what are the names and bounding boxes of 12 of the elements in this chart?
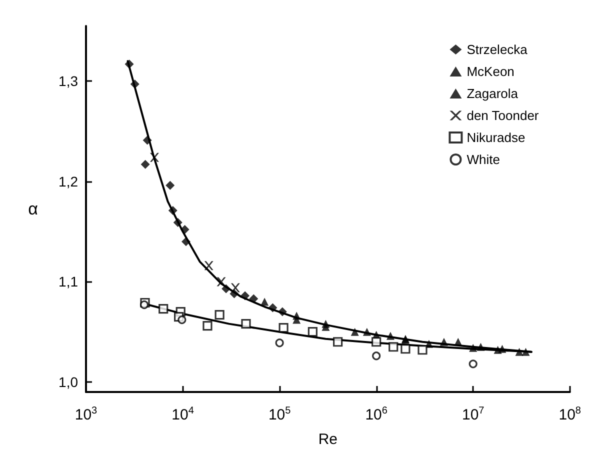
- y-tick-label: 1,1: [58, 274, 78, 290]
- legend-label: McKeon: [466, 64, 514, 79]
- y-tick-label: 1,3: [58, 73, 78, 90]
- y-axis-title: α: [28, 200, 38, 218]
- y-tick-label: 1,2: [58, 173, 78, 190]
- y-tick-label: 1,0: [58, 374, 78, 390]
- legend-label: Nikuradse: [466, 130, 526, 145]
- legend-label: Zagarola: [466, 86, 519, 101]
- legend-label: White: [466, 152, 500, 167]
- x-axis-title: Re: [318, 431, 338, 448]
- legend-label: Strzelecka: [466, 42, 528, 57]
- legend-label: den Toonder: [466, 108, 540, 123]
